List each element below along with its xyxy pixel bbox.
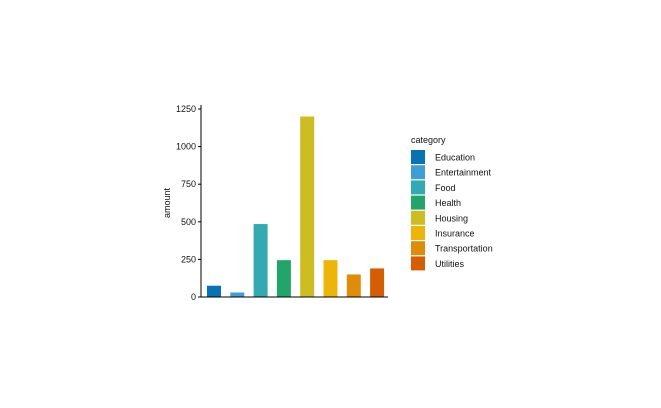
bar-health (276, 260, 291, 297)
legend-swatch-insurance (411, 226, 425, 240)
legend-label-housing: Housing (435, 213, 468, 223)
bar-transportation (346, 274, 361, 297)
legend-swatch-utilities (411, 256, 425, 271)
y-axis-ticks: 0 250 500 750 1000 1250 (176, 104, 201, 302)
y-axis-title: amount (162, 187, 172, 218)
legend-label-food: Food (435, 183, 456, 193)
bar-utilities (370, 268, 385, 297)
bar-housing (300, 116, 315, 298)
legend-swatch-transportation (411, 241, 425, 256)
bar-education (207, 285, 221, 297)
legend-title: category (411, 135, 446, 145)
legend: category Education Entertainment Food Healt… (411, 135, 493, 271)
legend-swatch-entertainment (411, 165, 425, 180)
legend-label-education: Education (435, 153, 475, 163)
bar-insurance (323, 260, 338, 297)
y-tick-label: 1250 (176, 104, 196, 114)
legend-label-insurance: Insurance (435, 229, 475, 239)
legend-label-utilities: Utilities (435, 259, 465, 269)
bars-group (207, 116, 385, 298)
legend-items: Education Entertainment Food Health Housing I… (411, 150, 493, 271)
legend-label-entertainment: Entertainment (435, 168, 492, 178)
legend-swatch-health (411, 195, 425, 210)
y-tick-label: 500 (181, 217, 196, 227)
bar-entertainment (230, 292, 245, 297)
y-tick-label: 0 (191, 292, 196, 302)
y-tick-label: 250 (181, 254, 196, 264)
y-tick-label: 750 (181, 179, 196, 189)
legend-swatch-education (411, 150, 425, 164)
legend-swatch-housing (411, 210, 425, 225)
y-tick-label: 1000 (176, 142, 196, 152)
legend-label-health: Health (435, 198, 461, 208)
legend-swatch-food (411, 180, 425, 195)
legend-label-transportation: Transportation (435, 244, 493, 254)
bar-food (253, 224, 268, 297)
